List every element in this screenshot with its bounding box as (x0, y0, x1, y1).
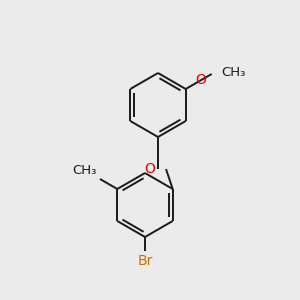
Text: Br: Br (137, 254, 153, 268)
Text: CH₃: CH₃ (222, 65, 246, 79)
Text: O: O (195, 73, 206, 87)
Text: O: O (145, 162, 155, 176)
Text: CH₃: CH₃ (73, 164, 97, 177)
